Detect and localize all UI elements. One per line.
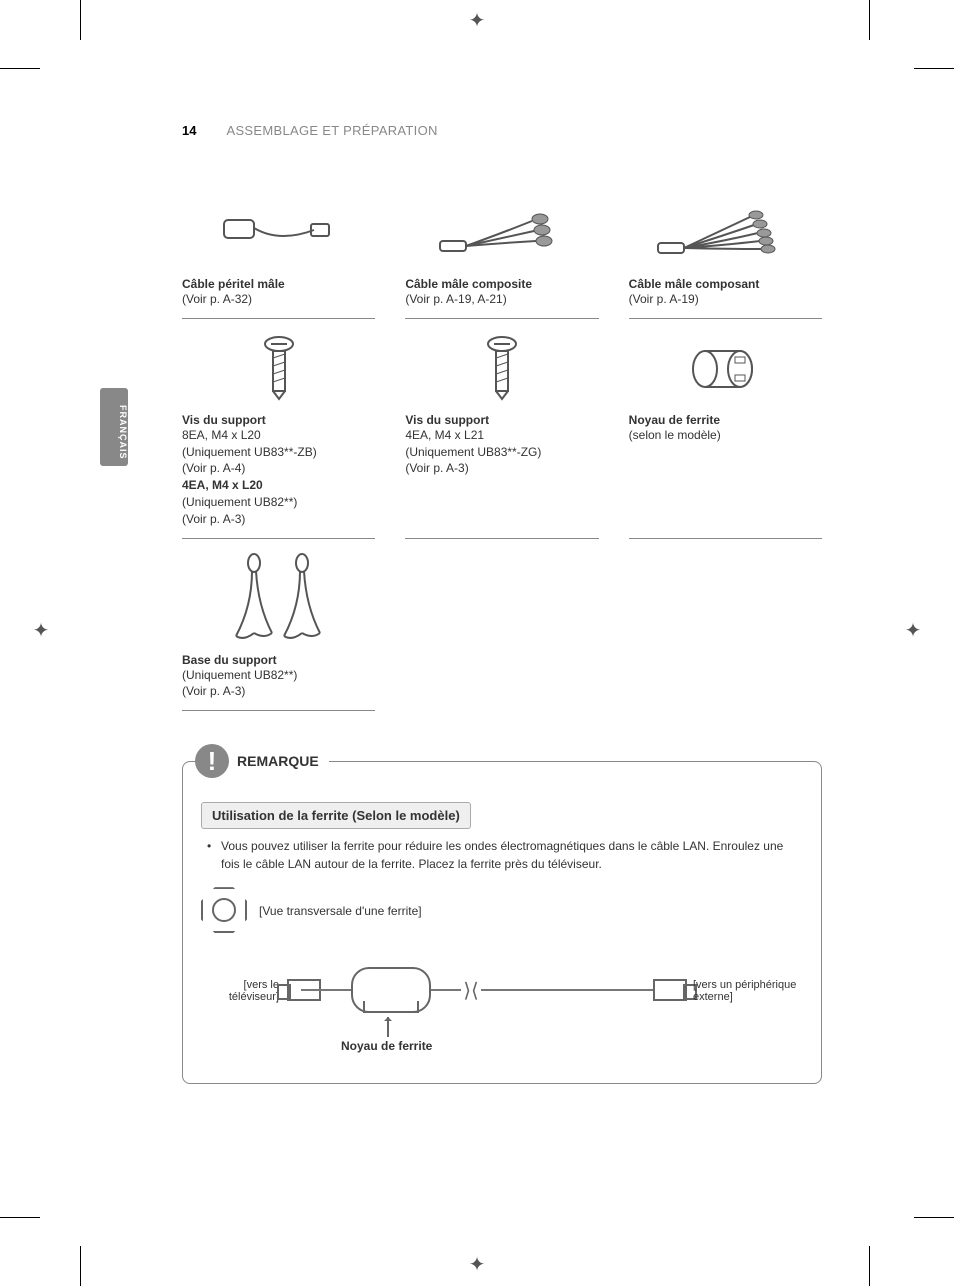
accessory-item: Câble mâle composant (Voir p. A-19) <box>629 193 822 319</box>
item-detail: (Uniquement UB83**-ZB) <box>182 444 375 461</box>
composite-cable-icon <box>405 193 598 273</box>
item-detail: (Voir p. A-19, A-21) <box>405 291 598 308</box>
item-title: Noyau de ferrite <box>629 413 822 427</box>
item-detail: (Voir p. A-19) <box>629 291 822 308</box>
page-header: 14 ASSEMBLAGE ET PRÉPARATION <box>182 123 822 138</box>
page-content: 14 ASSEMBLAGE ET PRÉPARATION Câble périt… <box>182 123 822 1084</box>
ferrite-core-icon <box>351 967 431 1013</box>
component-cable-icon <box>629 193 822 273</box>
note-box: ! REMARQUE Utilisation de la ferrite (Se… <box>182 761 822 1084</box>
item-detail: 8EA, M4 x L20 <box>182 427 375 444</box>
stand-base-icon <box>182 549 375 649</box>
scart-cable-icon <box>182 193 375 273</box>
accessory-item: Vis du support 4EA, M4 x L21 (Uniquement… <box>405 329 598 539</box>
item-detail: (Voir p. A-3) <box>182 683 375 700</box>
section-title: ASSEMBLAGE ET PRÉPARATION <box>226 123 437 138</box>
note-bullet: Vous pouvez utiliser la ferrite pour réd… <box>201 837 803 873</box>
item-title: Câble mâle composant <box>629 277 822 291</box>
item-detail: (selon le modèle) <box>629 427 822 444</box>
note-subheading: Utilisation de la ferrite (Selon le modè… <box>201 802 471 829</box>
accessory-item: Noyau de ferrite (selon le modèle) <box>629 329 822 539</box>
ferrite-cross-icon <box>201 887 249 935</box>
ferrite-core-label: Noyau de ferrite <box>341 1039 432 1053</box>
arrow-up-icon <box>387 1017 389 1037</box>
language-tab: FRANÇAIS <box>100 388 128 466</box>
accessory-item: Vis du support 8EA, M4 x L20 (Uniquement… <box>182 329 375 539</box>
accessories-grid: Câble péritel mâle (Voir p. A-32) Câble … <box>182 193 822 711</box>
item-detail: 4EA, M4 x L21 <box>405 427 598 444</box>
screw-icon <box>405 329 598 409</box>
item-title: Câble péritel mâle <box>182 277 375 291</box>
page-number: 14 <box>182 123 196 138</box>
item-detail: (Voir p. A-3) <box>182 511 375 528</box>
cross-section-label: [Vue transversale d'une ferrite] <box>259 904 422 918</box>
to-tv-label: [vers le téléviseur] <box>219 979 279 1003</box>
item-title: Vis du support <box>405 413 598 427</box>
exclamation-icon: ! <box>195 744 229 778</box>
item-title: Vis du support <box>182 413 375 427</box>
item-title: Base du support <box>182 653 375 667</box>
registration-mark-icon: ✦ <box>466 10 488 32</box>
registration-mark-icon: ✦ <box>466 1254 488 1276</box>
accessory-item: Câble mâle composite (Voir p. A-19, A-21… <box>405 193 598 319</box>
item-detail: (Uniquement UB82**) <box>182 667 375 684</box>
cable-break-icon: ⟩⟨ <box>461 979 481 1003</box>
screw-icon <box>182 329 375 409</box>
to-external-label: [vers un périphérique externe] <box>693 979 803 1003</box>
registration-mark-icon: ✦ <box>30 620 52 642</box>
note-header: ! REMARQUE <box>195 744 329 778</box>
registration-mark-icon: ✦ <box>902 620 924 642</box>
item-title: Câble mâle composite <box>405 277 598 291</box>
item-detail: (Voir p. A-32) <box>182 291 375 308</box>
plug-right-icon <box>653 979 687 1001</box>
item-detail: (Uniquement UB82**) <box>182 494 375 511</box>
item-detail: 4EA, M4 x L20 <box>182 477 375 494</box>
accessory-item: Base du support (Uniquement UB82**) (Voi… <box>182 549 375 712</box>
ferrite-icon <box>629 329 822 409</box>
ferrite-diagram: [vers le téléviseur] ⟩⟨ [vers un périphé… <box>201 955 803 1065</box>
item-detail: (Voir p. A-4) <box>182 460 375 477</box>
ferrite-cross-section: [Vue transversale d'une ferrite] <box>201 887 803 935</box>
note-title: REMARQUE <box>237 753 319 769</box>
item-detail: (Voir p. A-3) <box>405 460 598 477</box>
accessory-item: Câble péritel mâle (Voir p. A-32) <box>182 193 375 319</box>
item-detail: (Uniquement UB83**-ZG) <box>405 444 598 461</box>
